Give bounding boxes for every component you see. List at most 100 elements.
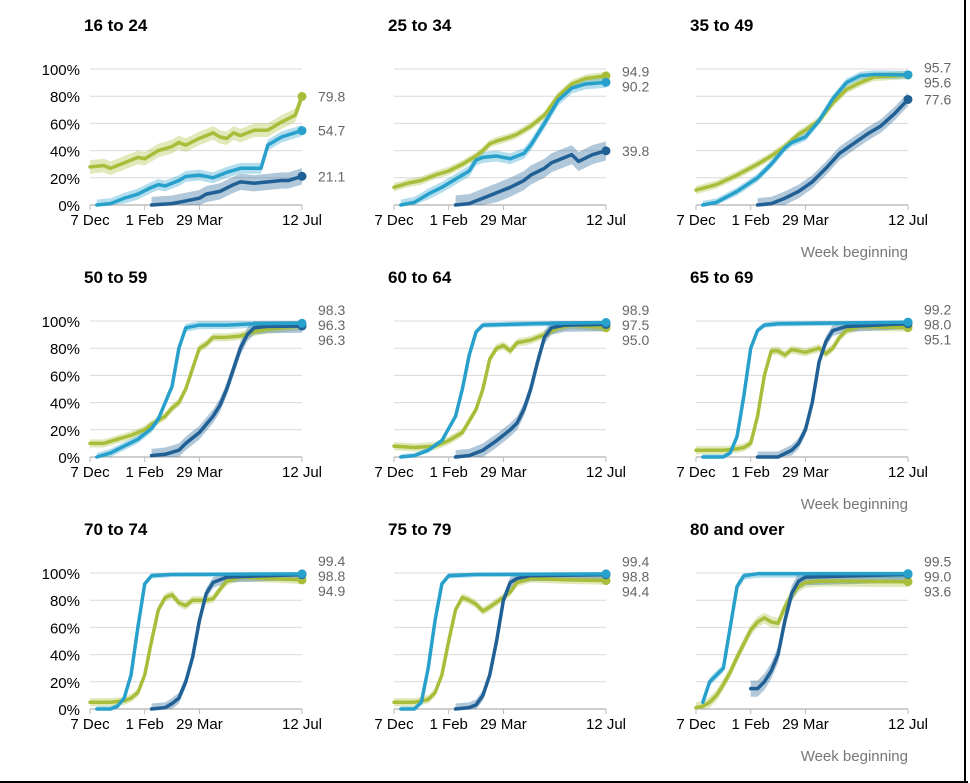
panel-title: 65 to 69 [690, 268, 753, 287]
panel-title: 80 and over [690, 520, 785, 539]
series-line-dark_blue [755, 321, 910, 459]
panel-65-to-69: 65 to 69 7 Dec 1 Feb 29 Mar 12 Jul Week begin… [676, 268, 951, 513]
y-tick-label: 0% [58, 702, 80, 719]
x-axis-title: Week beginning [801, 748, 908, 765]
series-end-marker-dark_blue [601, 146, 611, 156]
series-line-dark_blue [149, 324, 304, 458]
series-line-dark_blue [755, 97, 910, 207]
series-end-marker-dark_blue [903, 94, 913, 104]
x-tick-label: 29 Mar [176, 212, 223, 229]
x-tick-label: 12 Jul [282, 212, 322, 229]
panel-title: 75 to 79 [388, 520, 451, 539]
y-tick-label: 20% [50, 423, 80, 440]
y-tick-label: 60% [50, 116, 80, 133]
series-line-dark_blue [748, 572, 910, 691]
panel-80-and-over: 80 and over 7 Dec 1 Feb 29 Mar 12 Jul Week be… [676, 520, 951, 765]
panel-25-to-34: 25 to 34 7 Dec 1 Feb 29 Mar 12 Jul 94.990.2 39… [374, 16, 649, 229]
end-value-label: 99.4 [318, 553, 345, 569]
y-tick-label: 100% [42, 566, 80, 583]
x-tick-label: 1 Feb [126, 212, 164, 229]
series-end-marker-light_blue [601, 569, 611, 579]
y-tick-label: 100% [42, 314, 80, 331]
series-end-marker-green [601, 71, 611, 81]
series-line-dark_blue [149, 572, 304, 711]
series-line-light_blue [701, 571, 910, 704]
confidence-band-green [90, 89, 302, 176]
x-tick-label: 12 Jul [888, 464, 928, 481]
panel-60-to-64: 60 to 64 7 Dec 1 Feb 29 Mar 12 Jul 98.997.595… [374, 268, 649, 481]
y-tick-label: 40% [50, 144, 80, 161]
series-line-dark_blue [453, 572, 608, 711]
x-tick-label: 12 Jul [888, 716, 928, 733]
series-end-marker-light_blue [903, 70, 913, 80]
x-tick-label: 1 Feb [732, 716, 770, 733]
series-end-marker-green [297, 91, 307, 101]
x-tick-label: 29 Mar [782, 464, 829, 481]
series-line-light_blue [95, 572, 304, 711]
confidence-band-green [696, 322, 908, 455]
end-value-label: 99.2 [924, 301, 951, 317]
confidence-band-dark_blue [455, 573, 606, 709]
end-value-label: 94.9 [622, 64, 649, 80]
panel-16-to-24: 16 to 24 0% 20% 40% 60% 80% 100% 7 Dec 1 Feb 29 M… [42, 16, 346, 229]
series-line-light_blue [701, 320, 910, 459]
x-tick-label: 29 Mar [782, 212, 829, 229]
series-end-marker-light_blue [601, 77, 611, 87]
panel-title: 60 to 64 [388, 268, 452, 287]
x-tick-label: 12 Jul [282, 464, 322, 481]
end-value-label: 98.0 [924, 316, 951, 332]
x-tick-label: 7 Dec [676, 464, 716, 481]
series-line-green [392, 576, 608, 704]
x-tick-label: 7 Dec [676, 716, 716, 733]
panel-70-to-74: 70 to 74 0% 20% 40% 60% 80% 100% 7 Dec 1 Feb 29 M… [42, 520, 346, 733]
panel-title: 35 to 49 [690, 16, 753, 35]
y-tick-label: 0% [58, 198, 80, 215]
end-value-label: 97.5 [622, 317, 649, 333]
end-value-label: 99.0 [924, 569, 951, 585]
end-value-label: 96.3 [318, 317, 345, 333]
x-tick-label: 7 Dec [70, 716, 110, 733]
series-line-light_blue [95, 128, 304, 207]
series-line-light_blue [399, 572, 608, 711]
series-line-green [88, 575, 304, 704]
end-value-label: 77.6 [924, 91, 951, 107]
x-tick-label: 29 Mar [782, 716, 829, 733]
series-line-green [694, 579, 910, 710]
series-end-marker-light_blue [601, 317, 611, 327]
end-value-label: 94.4 [622, 583, 649, 599]
frame-border-right [964, 0, 966, 781]
series-line-green [88, 94, 304, 171]
panel-75-to-79: 75 to 79 7 Dec 1 Feb 29 Mar 12 Jul 99.498.894… [374, 520, 649, 733]
series-end-marker-dark_blue [297, 171, 307, 181]
end-value-label: 90.2 [622, 79, 649, 95]
end-value-label: 94.9 [318, 583, 345, 599]
x-tick-label: 12 Jul [888, 212, 928, 229]
series-end-marker-light_blue [903, 317, 913, 327]
x-tick-label: 1 Feb [430, 464, 468, 481]
end-value-label: 95.0 [622, 332, 649, 348]
x-tick-label: 7 Dec [374, 464, 414, 481]
x-tick-label: 7 Dec [374, 212, 414, 229]
end-value-label: 98.8 [318, 568, 345, 584]
y-tick-label: 40% [50, 648, 80, 665]
x-tick-label: 12 Jul [586, 212, 626, 229]
x-tick-label: 7 Dec [70, 464, 110, 481]
x-tick-label: 1 Feb [732, 464, 770, 481]
series-line-light_blue [399, 320, 608, 459]
series-line-dark_blue [453, 149, 608, 207]
y-tick-label: 20% [50, 171, 80, 188]
panel-title: 50 to 59 [84, 268, 147, 287]
x-tick-label: 7 Dec [676, 212, 716, 229]
end-value-label: 95.1 [924, 331, 951, 347]
panel-title: 70 to 74 [84, 520, 148, 539]
y-tick-label: 60% [50, 368, 80, 385]
confidence-band-light_blue [702, 321, 908, 457]
x-tick-label: 29 Mar [480, 212, 527, 229]
y-tick-label: 80% [50, 89, 80, 106]
series-line-green [392, 74, 608, 190]
y-tick-label: 40% [50, 396, 80, 413]
x-tick-label: 12 Jul [282, 716, 322, 733]
y-tick-label: 60% [50, 620, 80, 637]
x-tick-label: 7 Dec [374, 716, 414, 733]
